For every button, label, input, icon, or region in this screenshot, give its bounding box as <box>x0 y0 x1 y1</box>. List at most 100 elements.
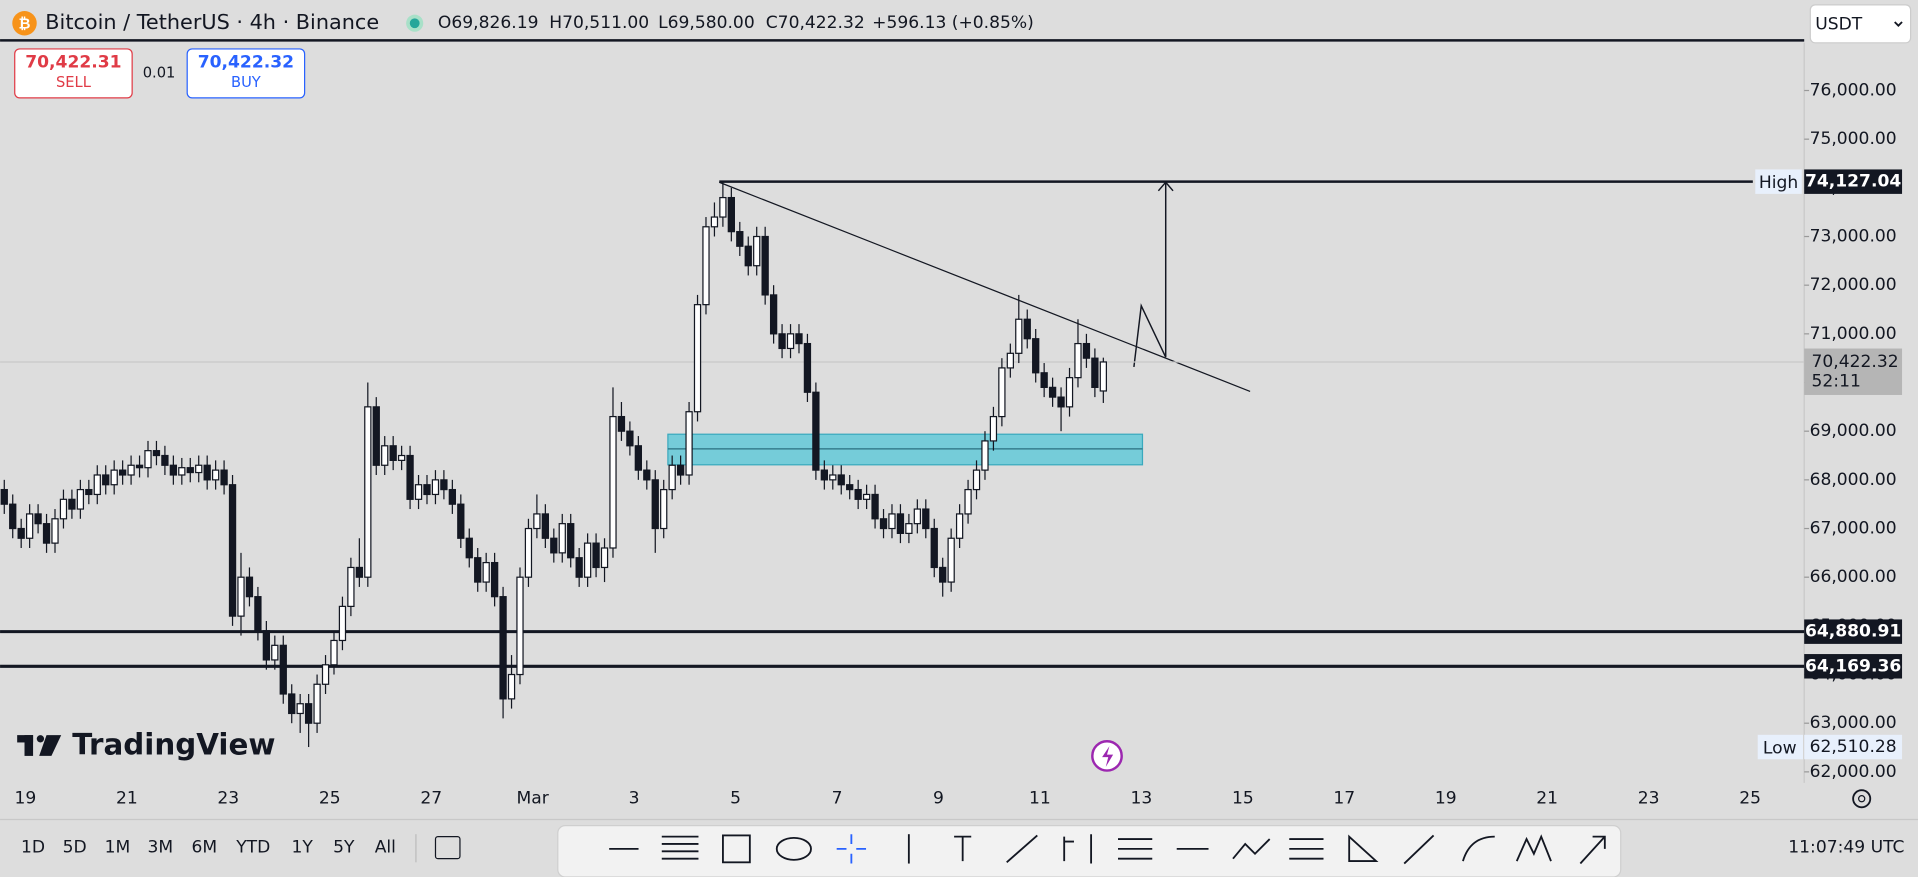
range-button[interactable]: YTD <box>235 838 270 858</box>
candle-body <box>592 542 600 569</box>
tool-pattern[interactable] <box>1515 834 1552 862</box>
candle-body <box>279 644 287 695</box>
candle-body <box>17 527 25 539</box>
candle-body <box>1091 357 1099 388</box>
buy-label[interactable]: BUY <box>231 74 261 91</box>
market-status <box>409 18 420 29</box>
coin-icon <box>12 11 37 36</box>
candle-body <box>533 513 541 530</box>
tool-position[interactable] <box>1063 834 1093 864</box>
candle-body <box>651 479 659 530</box>
candle-body <box>76 488 85 510</box>
tool-fib[interactable] <box>661 835 699 860</box>
range-button[interactable]: 6M <box>191 838 217 858</box>
candle-body <box>846 484 854 491</box>
y-tick-label: 76,000.00 <box>1810 81 1897 101</box>
range-button[interactable]: All <box>375 838 396 858</box>
tool-crosshair[interactable] <box>836 834 867 864</box>
candle-body <box>127 464 135 476</box>
currency-select[interactable] <box>1809 4 1912 44</box>
candle-body <box>710 216 719 228</box>
candle-body <box>482 561 490 583</box>
trendline[interactable] <box>719 181 1251 392</box>
level-tag <box>1804 619 1903 644</box>
tool-icons <box>609 834 1606 865</box>
settings-icon[interactable] <box>1852 789 1872 809</box>
range-button[interactable]: 5Y <box>333 838 355 858</box>
candle-body <box>381 445 389 466</box>
candle-body <box>626 430 634 447</box>
candle-body <box>389 445 397 461</box>
y-tick-label: 69,000.00 <box>1810 421 1897 441</box>
x-tick-label: 17 <box>1333 789 1355 809</box>
candle-body <box>397 454 406 461</box>
candle-body <box>93 474 101 496</box>
y-tick-label: 71,000.00 <box>1810 324 1897 344</box>
currency[interactable]: USDT <box>1815 14 1863 34</box>
logo-part <box>39 735 62 756</box>
candle-body <box>457 503 465 539</box>
y-tick-label: 72,000.00 <box>1810 275 1897 295</box>
candle-body <box>372 406 380 466</box>
y-tick-label: 75,000.00 <box>1810 129 1897 149</box>
candle-body <box>440 479 448 491</box>
tool-triangle[interactable] <box>1348 834 1379 863</box>
tool-text[interactable] <box>954 835 972 862</box>
range-button[interactable]: 5D <box>63 838 87 858</box>
y-tick-label: 67,000.00 <box>1810 519 1897 539</box>
high-tag <box>1804 169 1903 194</box>
buy-price[interactable]: 70,422.32 <box>198 52 294 72</box>
candle-body <box>237 576 245 617</box>
candle-body <box>186 467 194 474</box>
projection-path[interactable] <box>1133 182 1167 368</box>
candle-body <box>414 484 423 500</box>
range-button[interactable]: 3M <box>147 838 173 858</box>
range-button[interactable]: 1M <box>105 838 131 858</box>
candle-body <box>609 415 617 549</box>
candle-body <box>1015 318 1023 354</box>
tool-ray[interactable] <box>1006 834 1038 864</box>
y-tick-label: 73,000.00 <box>1810 227 1897 247</box>
drawings <box>667 181 1251 466</box>
candle-body <box>288 693 296 715</box>
candle-body <box>668 464 676 491</box>
range-button[interactable]: 1D <box>21 838 45 858</box>
candle-body <box>795 333 803 345</box>
tool-polyline[interactable] <box>1232 838 1271 860</box>
tool-channel[interactable] <box>1118 838 1153 860</box>
price-axis: 62,000.0063,000.0064,000.0065,000.0066,0… <box>1755 81 1903 782</box>
candle-body <box>431 479 440 496</box>
clock: 11:07:49 UTC <box>1788 838 1904 858</box>
candle-body <box>195 464 203 474</box>
candle-body <box>118 469 127 476</box>
sell-button[interactable] <box>14 48 133 99</box>
sell-label[interactable]: SELL <box>56 74 92 91</box>
candle-body <box>753 235 761 267</box>
candle-body <box>161 454 169 466</box>
y-tick-label: 62,000.00 <box>1810 762 1897 782</box>
tool-arrow[interactable] <box>1403 834 1435 865</box>
candle-body <box>837 474 845 486</box>
sell-price[interactable]: 70,422.31 <box>25 52 121 72</box>
symbol[interactable]: Bitcoin / TetherUS · 4h · Binance <box>45 10 379 34</box>
tool-curve[interactable] <box>1462 835 1495 862</box>
candle-body <box>347 566 355 608</box>
date-range-icon[interactable] <box>434 836 461 860</box>
candle-body <box>271 644 279 661</box>
candle-body <box>51 518 59 544</box>
candle-body <box>262 630 271 661</box>
ohlc-close: C70,422.32 <box>766 13 865 33</box>
logo-part <box>36 735 45 743</box>
range-button[interactable]: 1Y <box>291 838 313 858</box>
candle-body <box>68 498 76 510</box>
candle-body <box>423 484 431 496</box>
candle-body <box>719 196 727 218</box>
candle-body <box>583 542 592 578</box>
tool-rect[interactable] <box>722 834 751 864</box>
quantity[interactable]: 0.01 <box>143 64 176 81</box>
buy-button[interactable] <box>186 48 306 99</box>
tool-levels[interactable] <box>1289 838 1324 860</box>
tool-forecast[interactable] <box>1579 835 1606 865</box>
tool-ellipse[interactable] <box>775 836 812 861</box>
logo-part <box>24 735 34 756</box>
